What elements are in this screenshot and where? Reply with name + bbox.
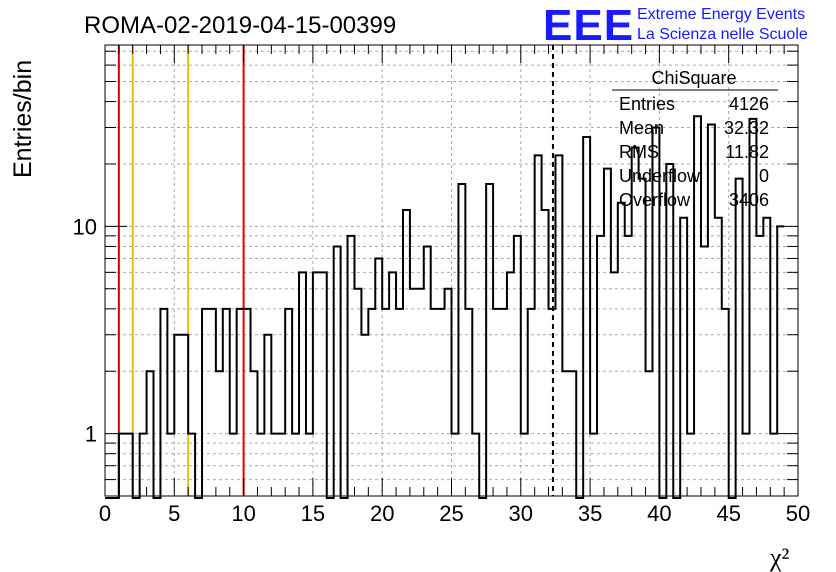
grid-lines — [105, 45, 798, 496]
stats-row-value: 11.82 — [725, 142, 769, 162]
x-tick-label: 10 — [231, 501, 255, 526]
x-tick-label: 0 — [99, 501, 111, 526]
stats-row-label: Underflow — [619, 166, 701, 186]
stats-row-value: 32.32 — [724, 118, 769, 138]
x-tick-label: 50 — [786, 501, 810, 526]
stats-row-value: 0 — [759, 166, 769, 186]
chart-title: ROMA-02-2019-04-15-00399 — [84, 12, 396, 39]
stats-box: ChiSquare Entries 4126 Mean 32.32 RMS 11.82 Un… — [612, 68, 778, 210]
histogram-outline — [105, 115, 785, 499]
stats-row-value: 3406 — [729, 190, 769, 210]
x-tick-label: 15 — [301, 501, 325, 526]
stats-row-label: Entries — [619, 94, 675, 114]
x-tick-label: 5 — [168, 501, 180, 526]
x-tick-label: 40 — [647, 501, 671, 526]
x-tick-label: 20 — [370, 501, 394, 526]
y-tick-label: 10 — [73, 214, 97, 239]
stats-row-value: 4126 — [729, 94, 769, 114]
logo-line2: La Scienza nelle Scuole — [637, 26, 808, 43]
y-tick-label: 1 — [85, 422, 97, 447]
reference-lines — [117, 45, 554, 496]
x-axis-label: χ² — [769, 543, 790, 572]
x-tick-label: 30 — [509, 501, 533, 526]
logo-line1: Extreme Energy Events — [637, 6, 805, 23]
axes-ticks: 0 5 10 15 20 25 30 35 40 45 50 1 10 — [73, 45, 810, 526]
stats-row-label: RMS — [619, 142, 659, 162]
stats-row-label: Overflow — [619, 190, 691, 210]
x-tick-label: 25 — [439, 501, 463, 526]
stats-row-label: Mean — [619, 118, 664, 138]
logo-mark: EEE — [543, 1, 634, 50]
x-tick-label: 45 — [716, 501, 740, 526]
y-axis-label: Entries/bin — [9, 60, 37, 178]
x-tick-label: 35 — [578, 501, 602, 526]
stats-header: ChiSquare — [651, 68, 736, 88]
eee-logo: EEE Extreme Energy Events La Scienza nel… — [543, 1, 808, 50]
